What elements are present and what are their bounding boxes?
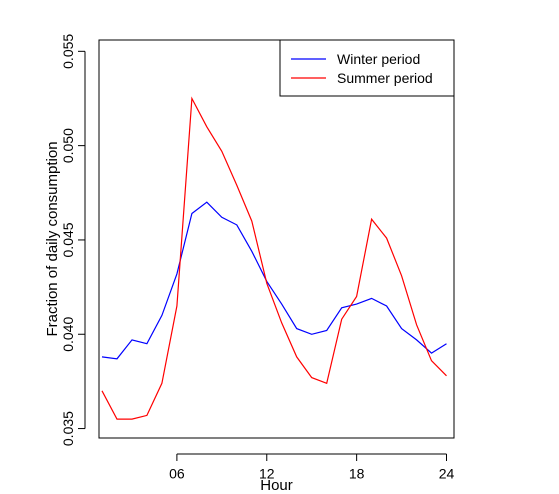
y-tick-label: 0.040	[60, 317, 76, 352]
series-lines	[101, 96, 447, 420]
legend-label-winter-period: Winter period	[337, 51, 420, 67]
x-tick-label: 24	[439, 465, 455, 481]
x-tick-label: 12	[259, 465, 275, 481]
axes: 06 12 18 24 0.035 0.040 0.045 0.050 0.055	[60, 34, 455, 482]
y-tick-label: 0.055	[60, 34, 76, 69]
y-tick-label: 0.050	[60, 128, 76, 163]
legend-items: Winter period Summer period	[291, 51, 433, 86]
series-line-summer-period	[101, 96, 447, 420]
x-tick-label: 18	[349, 465, 365, 481]
y-tick-label: 0.045	[60, 222, 76, 257]
legend-box	[279, 39, 455, 97]
x-axis-title: Hour	[260, 477, 293, 494]
legend-label-summer-period: Summer period	[337, 70, 433, 86]
plot-frame	[98, 39, 455, 439]
y-axis-title: Fraction of daily consumption	[44, 141, 61, 336]
y-tick-label: 0.035	[60, 411, 76, 446]
series-line-winter-period	[101, 201, 447, 360]
legend: Winter period Summer period	[279, 39, 455, 97]
x-tick-label: 06	[169, 465, 185, 481]
